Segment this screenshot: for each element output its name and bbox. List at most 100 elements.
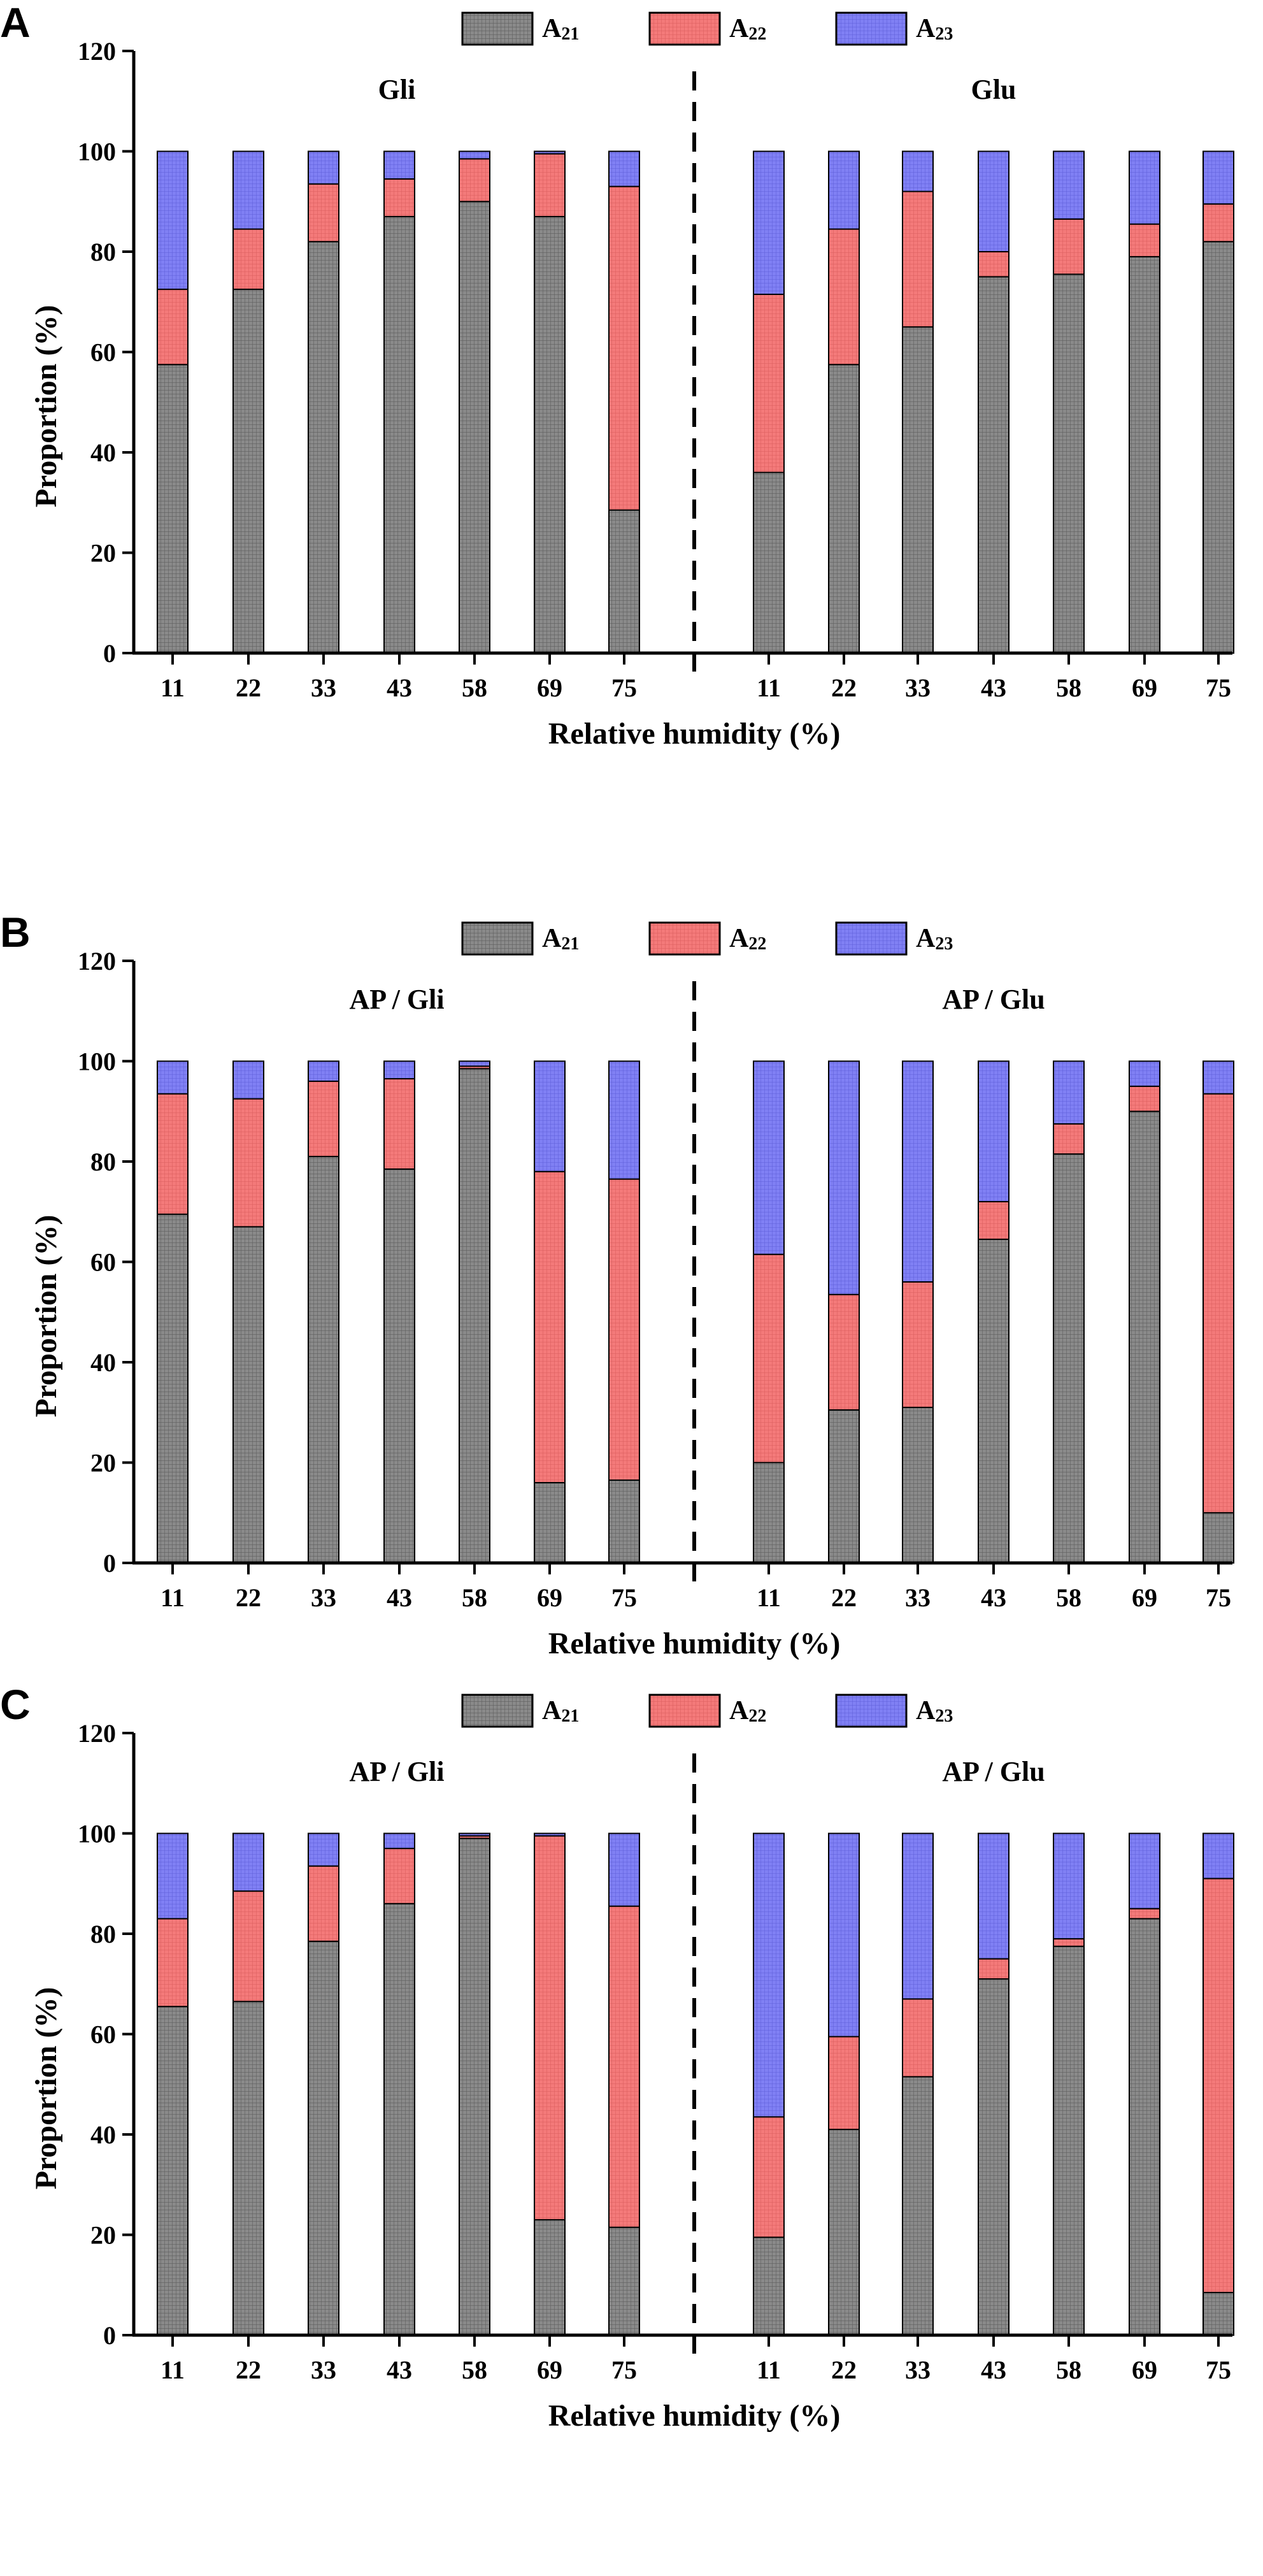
x-tick-label: 33 [311,1583,336,1612]
bar-a21-left-43 [383,1903,415,2336]
bar-a23-right-22 [828,1060,860,1295]
bar-a21-right-33 [902,1406,934,1564]
bar-a22-left-69 [534,153,566,217]
bar-a21-left-22 [232,2001,264,2336]
x-tick-label: 69 [1132,673,1157,702]
bar-a23-right-33 [902,1832,934,2000]
x-tick-label: 22 [831,673,857,702]
bar-a21-left-11 [157,364,189,654]
bar-a22-right-75 [1202,203,1234,243]
bar-a23-right-43 [978,150,1010,252]
bar-a22-right-43 [978,1201,1010,1241]
x-tick-label: 75 [1206,2356,1231,2384]
bar-a23-left-43 [383,1832,415,1850]
x-tick-label: 75 [1206,673,1231,702]
legend: A21 A22 A23 [461,1694,953,1728]
bar-a23-right-58 [1053,150,1085,220]
bar-a21-left-75 [608,509,640,654]
bar-a23-right-11 [753,1832,785,2118]
legend-label-subscript: 22 [748,934,766,954]
bar-a21-left-33 [308,1156,339,1564]
legend-item-a22: A22 [648,921,766,956]
bar-a23-right-11 [753,1060,785,1255]
bar-a22-right-11 [753,1253,785,1464]
legend-swatch-a22 [648,1694,721,1728]
bar-a22-left-22 [232,1098,264,1228]
bar-a21-left-22 [232,1226,264,1564]
bar-a21-right-75 [1202,1512,1234,1564]
x-tick-label: 69 [1132,1583,1157,1612]
y-tick-label: 20 [90,1449,116,1478]
x-tick-label: 69 [1132,2356,1157,2384]
bar-a22-right-69 [1129,1908,1160,1920]
bar-a23-left-75 [608,150,640,187]
bar-a23-right-33 [902,1060,934,1283]
bar-a23-right-58 [1053,1060,1085,1125]
bar-a23-right-33 [902,150,934,192]
bar-a21-right-69 [1129,1918,1160,2336]
y-tick-label: 100 [78,1047,116,1076]
bar-a22-left-75 [608,185,640,511]
y-tick-label: 60 [90,338,116,367]
bar-a21-right-22 [828,364,860,654]
legend-label-main: A [729,1696,749,1725]
x-tick-label: 33 [311,2356,336,2384]
bar-a23-left-58 [459,1832,490,1837]
x-tick-label: 58 [462,673,487,702]
legend-label: A23 [916,14,953,44]
bar-a22-left-11 [157,289,189,366]
bar-a23-left-75 [608,1060,640,1180]
bar-a22-left-11 [157,1918,189,2008]
y-ticks: 0 20 40 60 80 100 120 [78,1719,134,2350]
legend-label-main: A [542,924,562,953]
y-tick-label: 20 [90,2221,116,2250]
x-tick-label: 11 [161,1583,185,1612]
bar-a23-left-11 [157,1832,189,1920]
y-axis-title: Proportion (%) [29,1987,63,2190]
bar-a22-left-22 [232,228,264,291]
panel-letter: C [0,1681,31,1728]
bar-a23-left-69 [534,150,566,155]
x-tick-label: 58 [462,1583,487,1612]
bar-a23-right-22 [828,1832,860,2038]
x-tick-label: 58 [1056,2356,1081,2384]
x-tick-label: 75 [611,673,637,702]
x-tick-label: 69 [537,673,562,702]
bar-a21-left-33 [308,1940,339,2336]
bar-a21-right-43 [978,1978,1010,2336]
bar-a22-left-58 [459,158,490,203]
legend-label-main: A [916,14,936,43]
bar-a21-left-75 [608,1479,640,1564]
y-tick-label: 120 [78,37,116,66]
bar-a21-left-69 [534,1482,566,1564]
bar-a21-right-11 [753,1462,785,1564]
group-label-right: AP / Glu [942,984,1045,1015]
bar-a22-right-11 [753,293,785,473]
bar-a21-right-22 [828,2129,860,2336]
panel-letter: A [0,0,31,46]
y-axis-title: Proportion (%) [29,305,63,508]
legend-label-main: A [916,1696,936,1725]
group-label-left: Gli [378,74,416,105]
bar-a22-right-58 [1053,1123,1085,1155]
x-tick-label: 58 [1056,673,1081,702]
x-tick-label: 33 [905,1583,931,1612]
bar-a23-right-11 [753,150,785,295]
legend-label: A21 [542,14,579,44]
bar-a21-left-11 [157,2006,189,2336]
bar-a22-right-75 [1202,1878,1234,2294]
bar-a23-left-69 [534,1060,566,1172]
legend-label-subscript: 23 [935,1706,953,1726]
bar-a22-right-11 [753,2116,785,2238]
x-tick-label: 11 [161,673,185,702]
y-tick-label: 0 [103,2321,116,2350]
bar-a23-right-43 [978,1060,1010,1202]
bar-a23-left-69 [534,1832,566,1837]
legend-item-a23: A23 [835,921,953,956]
bar-a22-right-43 [978,1958,1010,1980]
legend-item-a21: A21 [461,1694,579,1728]
x-tick-label: 58 [462,2356,487,2384]
bar-a23-left-58 [459,150,490,160]
